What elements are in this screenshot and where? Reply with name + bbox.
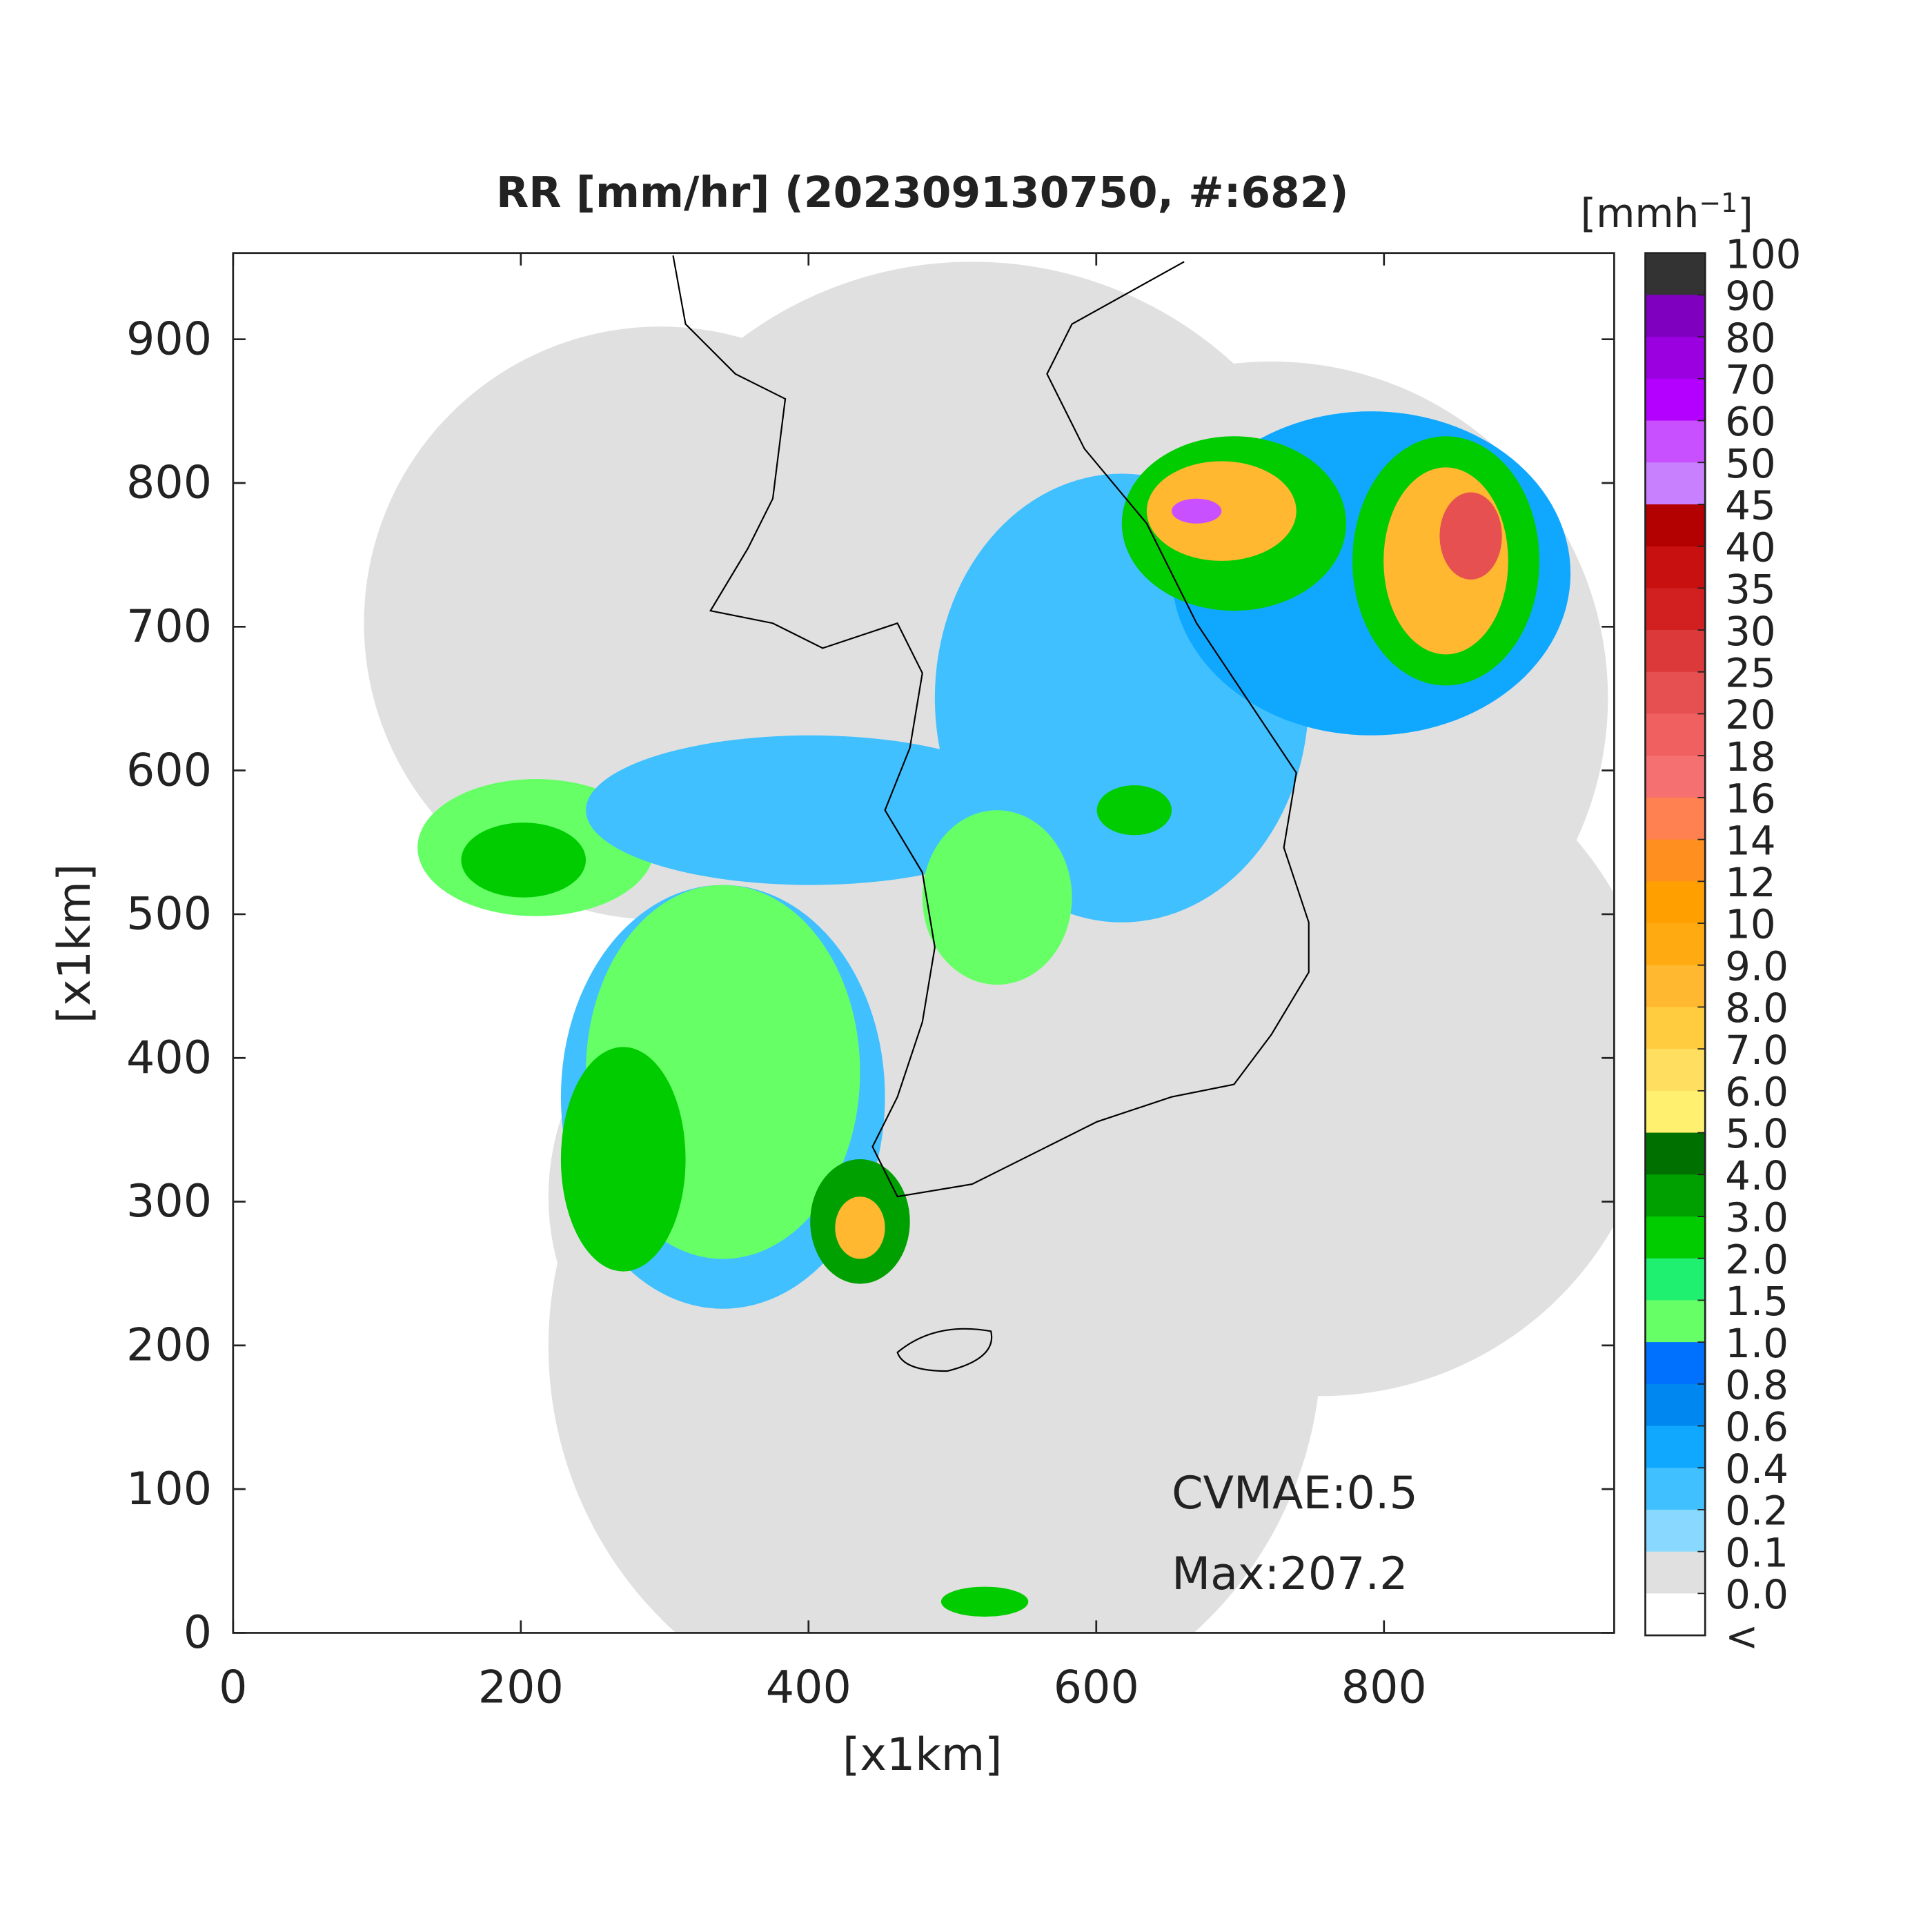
colorbar-tick-label: 8.0 bbox=[1725, 985, 1788, 1032]
colorbar-tick-label: 0.8 bbox=[1725, 1361, 1788, 1408]
colorbar-tick-label: 7.0 bbox=[1725, 1027, 1788, 1074]
colorbar-tick-label: 1.5 bbox=[1725, 1278, 1788, 1325]
y-tick-label: 100 bbox=[126, 1463, 212, 1515]
colorbar-tick-label: 18 bbox=[1725, 733, 1776, 780]
colorbar-bin bbox=[1645, 1426, 1706, 1469]
colorbar-tick-label: 14 bbox=[1725, 817, 1776, 864]
colorbar-bin bbox=[1645, 1132, 1706, 1176]
colorbar-tick-label: 70 bbox=[1725, 357, 1776, 404]
colorbar-bin bbox=[1645, 504, 1706, 547]
x-tick-label: 0 bbox=[219, 1662, 247, 1714]
y-tick-label: 300 bbox=[126, 1176, 212, 1228]
colorbar-tick-label: 40 bbox=[1725, 524, 1776, 571]
unit-close: ] bbox=[1737, 190, 1753, 237]
colorbar-bin bbox=[1645, 923, 1706, 966]
colorbar-bin bbox=[1645, 1509, 1706, 1552]
colorbar-tick-label: 90 bbox=[1725, 273, 1776, 319]
colorbar-bin bbox=[1645, 630, 1706, 673]
x-tick-label: 200 bbox=[478, 1662, 564, 1714]
colorbar-bin bbox=[1645, 713, 1706, 757]
colorbar-tick-label: 0.6 bbox=[1725, 1403, 1788, 1450]
colorbar-tick-label: 0.2 bbox=[1725, 1488, 1788, 1535]
colorbar-tick-label: 3.0 bbox=[1725, 1194, 1788, 1241]
y-tick-label: 800 bbox=[126, 457, 212, 509]
colorbar-tick-label: 30 bbox=[1725, 608, 1776, 655]
colorbar-bin bbox=[1645, 671, 1706, 715]
colorbar-tick-label: < bbox=[1725, 1613, 1758, 1660]
y-tick-label: 500 bbox=[126, 889, 212, 940]
x-tick-label: 400 bbox=[766, 1662, 851, 1714]
plot-frame bbox=[232, 252, 1615, 1634]
y-axis-label: [x1km] bbox=[49, 864, 101, 1024]
colorbar-bin bbox=[1645, 462, 1706, 505]
colorbar-bin bbox=[1645, 295, 1706, 338]
colorbar-tick-label: 60 bbox=[1725, 398, 1776, 445]
colorbar-unit: [mmh−1] bbox=[1581, 188, 1753, 237]
x-tick-label: 800 bbox=[1341, 1662, 1427, 1714]
colorbar-tick-label: 45 bbox=[1725, 482, 1776, 529]
chart-title: RR [mm/hr] (202309130750, #:682) bbox=[496, 168, 1349, 217]
coastline bbox=[672, 255, 1310, 1372]
colorbar-bin bbox=[1645, 1593, 1706, 1636]
x-axis-label: [x1km] bbox=[842, 1729, 1003, 1781]
annotation: Max:207.2 bbox=[1172, 1548, 1408, 1600]
unit-base: [mmh bbox=[1581, 190, 1699, 237]
colorbar-bin bbox=[1645, 881, 1706, 924]
colorbar-bin bbox=[1645, 1551, 1706, 1595]
colorbar-bin bbox=[1645, 1007, 1706, 1050]
colorbar-tick-label: 16 bbox=[1725, 776, 1776, 822]
annotation: CVMAE:0.5 bbox=[1172, 1468, 1418, 1519]
colorbar-tick-label: 10 bbox=[1725, 901, 1776, 948]
colorbar-bin bbox=[1645, 1468, 1706, 1510]
colorbar-bin bbox=[1645, 756, 1706, 798]
colorbar-bin bbox=[1645, 1258, 1706, 1301]
unit-exponent: −1 bbox=[1699, 188, 1737, 218]
colorbar-tick-label: 1.0 bbox=[1725, 1320, 1788, 1367]
colorbar-tick-label: 9.0 bbox=[1725, 943, 1788, 989]
colorbar-tick-label: 80 bbox=[1725, 315, 1776, 362]
colorbar-tick-label: 20 bbox=[1725, 691, 1776, 738]
axes-layer: 0 200 400 600 800 0 100 200 300 400 500 600 700 800 90… bbox=[126, 230, 1801, 1713]
colorbar-tick-label: 5.0 bbox=[1725, 1110, 1788, 1157]
colorbar-bin bbox=[1645, 337, 1706, 379]
colorbar-bin bbox=[1645, 797, 1706, 840]
colorbar-bin bbox=[1645, 1300, 1706, 1343]
colorbar-bin bbox=[1645, 588, 1706, 631]
colorbar-tick-label: 100 bbox=[1725, 230, 1801, 277]
rain-echoes bbox=[417, 411, 1571, 1617]
colorbar-tick-label: 0.0 bbox=[1725, 1571, 1788, 1618]
y-tick-label: 400 bbox=[126, 1032, 212, 1084]
y-tick-label: 900 bbox=[126, 313, 212, 365]
colorbar-tick-label: 25 bbox=[1725, 649, 1776, 696]
colorbar-frame bbox=[1644, 252, 1706, 1637]
colorbar-bin bbox=[1645, 1342, 1706, 1385]
colorbar-tick-label: 0.1 bbox=[1725, 1529, 1788, 1576]
colorbar-bin bbox=[1645, 965, 1706, 1008]
y-tick-label: 0 bbox=[184, 1607, 212, 1659]
colorbar-tick-label: 0.4 bbox=[1725, 1446, 1788, 1492]
colorbar-tick-label: 35 bbox=[1725, 566, 1776, 613]
colorbar-bin bbox=[1645, 1049, 1706, 1092]
x-tick-label: 600 bbox=[1054, 1662, 1139, 1714]
y-tick-label: 200 bbox=[126, 1320, 212, 1372]
colorbar-bin bbox=[1645, 839, 1706, 883]
colorbar-tick-label: 12 bbox=[1725, 859, 1776, 906]
radar-field bbox=[364, 255, 1615, 1633]
colorbar-bin bbox=[1645, 420, 1706, 464]
colorbar-tick-label: 2.0 bbox=[1725, 1236, 1788, 1283]
colorbar-tick-label: 50 bbox=[1725, 440, 1776, 487]
y-tick-label: 700 bbox=[126, 601, 212, 653]
colorbar-bin bbox=[1645, 1174, 1706, 1217]
colorbar-bin bbox=[1645, 378, 1706, 422]
colorbar-bin bbox=[1645, 1383, 1706, 1427]
colorbar-bin bbox=[1645, 1216, 1706, 1259]
colorbar-tick-label: 4.0 bbox=[1725, 1152, 1788, 1199]
colorbar-bin bbox=[1645, 1090, 1706, 1134]
colorbar-bin bbox=[1645, 546, 1706, 589]
colorbar-bin bbox=[1645, 253, 1706, 296]
colorbar-tick-label: 6.0 bbox=[1725, 1069, 1788, 1116]
y-tick-label: 600 bbox=[126, 745, 212, 796]
